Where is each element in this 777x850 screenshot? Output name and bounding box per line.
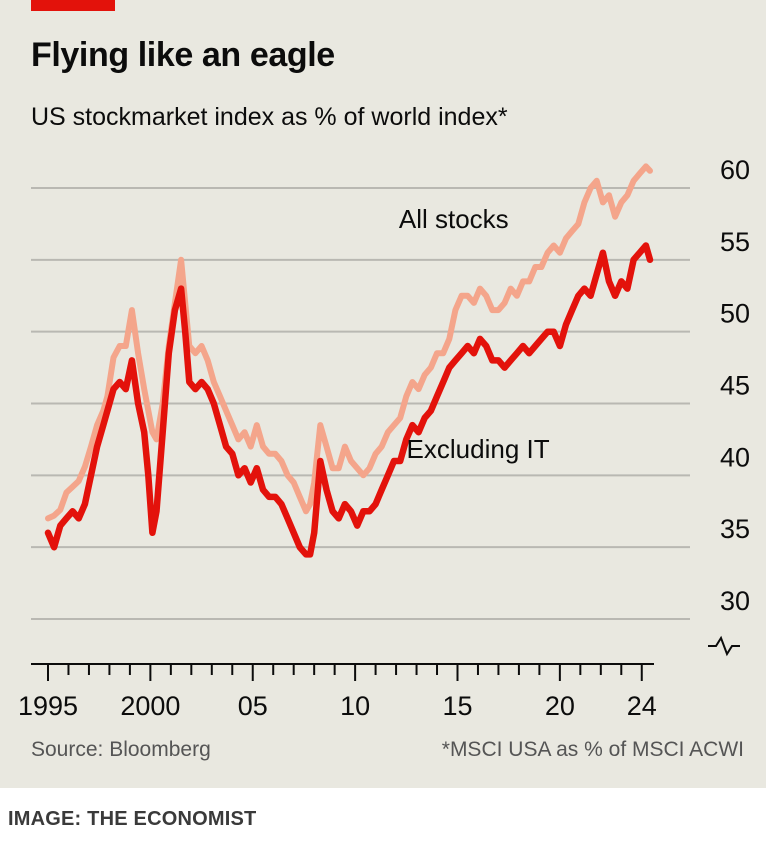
y-tick-label-40: 40 — [720, 442, 750, 472]
y-tick-label-55: 55 — [720, 227, 750, 257]
x-tick-label-2000: 2000 — [120, 691, 180, 721]
series-line-excluding-it — [44, 242, 654, 558]
source-note: Source: Bloomberg — [31, 738, 211, 761]
chart-subtitle: US stockmarket index as % of world index… — [31, 103, 508, 131]
chart-panel — [0, 0, 766, 788]
y-tick-label-60: 60 — [720, 155, 750, 185]
image-credit: IMAGE: THE ECONOMIST — [8, 808, 257, 830]
brand-red-tag — [31, 0, 115, 11]
y-tick-label-30: 30 — [720, 586, 750, 616]
y-tick-label-45: 45 — [720, 371, 750, 401]
axis-break-icon — [708, 635, 740, 657]
x-tick-label-15: 15 — [442, 691, 472, 721]
chart-title: Flying like an eagle — [31, 36, 335, 74]
x-tick-label-05: 05 — [238, 691, 268, 721]
series-label-excluding-it: Excluding IT — [407, 434, 550, 464]
x-tick-label-24: 24 — [627, 691, 657, 721]
series-label-all-stocks: All stocks — [399, 204, 509, 234]
x-tick-label-10: 10 — [340, 691, 370, 721]
y-tick-label-35: 35 — [720, 514, 750, 544]
line-chart: 30 35 40 45 50 55 60 1995 2000 05 10 15 20 24 All stoc… — [18, 155, 750, 721]
series-line-all-stocks — [45, 163, 653, 522]
x-tick-label-1995: 1995 — [18, 691, 78, 721]
x-tick-label-20: 20 — [545, 691, 575, 721]
footnote: *MSCI USA as % of MSCI ACWI — [441, 738, 744, 761]
y-tick-label-50: 50 — [720, 299, 750, 329]
